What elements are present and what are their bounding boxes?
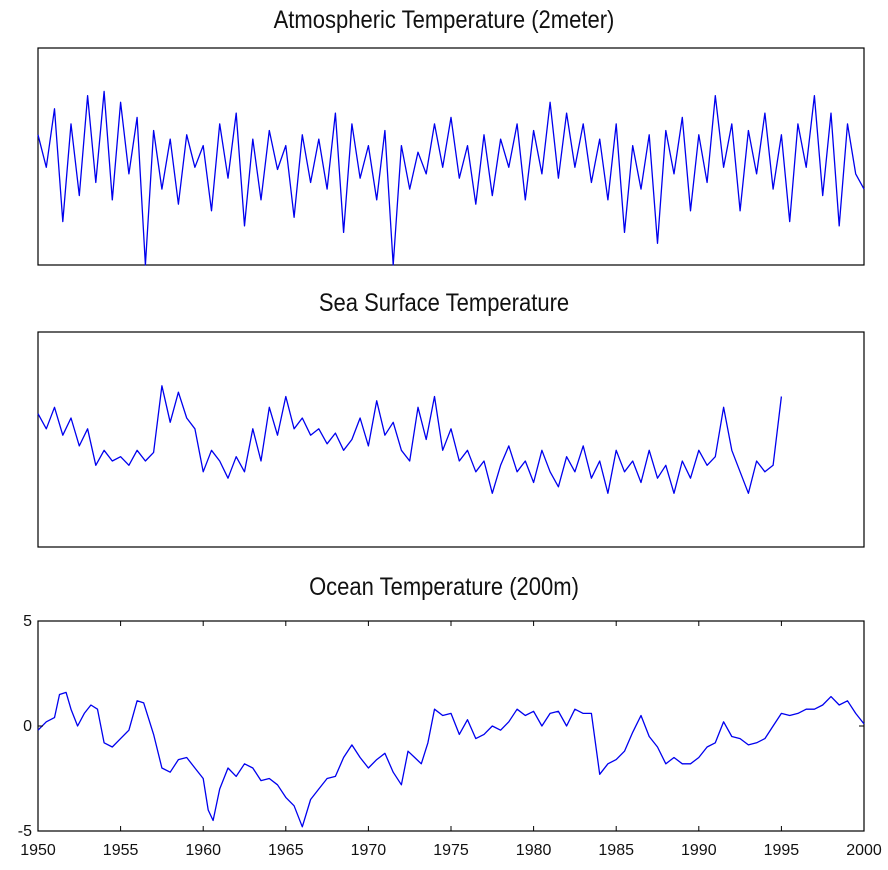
series-line-1-0 bbox=[37, 385, 783, 494]
chart-title-sea-surface: Sea Surface Temperature bbox=[318, 289, 570, 317]
series-line-0-0 bbox=[37, 90, 865, 266]
x-tick-label: 1955 bbox=[103, 842, 139, 859]
chart-title-ocean: Ocean Temperature (200m) bbox=[309, 573, 579, 601]
x-tick-label: 1990 bbox=[681, 842, 717, 859]
chart-title-atmospheric: Atmospheric Temperature (2meter) bbox=[273, 6, 615, 34]
x-tick-label: 1950 bbox=[20, 842, 56, 859]
y-tick-label: 0 bbox=[23, 718, 32, 735]
x-tick-label: 1965 bbox=[268, 842, 304, 859]
series-line-2-0 bbox=[37, 691, 865, 828]
plot-frame-0 bbox=[37, 47, 865, 266]
plot-frame-1 bbox=[37, 331, 865, 548]
y-tick-label: -5 bbox=[18, 823, 32, 840]
x-tick-label: 1970 bbox=[351, 842, 387, 859]
plot-frame-2 bbox=[37, 620, 865, 832]
x-tick-label: 1995 bbox=[764, 842, 800, 859]
x-tick-label: 1975 bbox=[433, 842, 469, 859]
y-tick-label: 5 bbox=[23, 613, 32, 630]
x-tick-label: 1960 bbox=[185, 842, 221, 859]
x-tick-label: 1980 bbox=[516, 842, 552, 859]
x-tick-label: 1985 bbox=[598, 842, 634, 859]
x-tick-label: 2000 bbox=[846, 842, 882, 859]
